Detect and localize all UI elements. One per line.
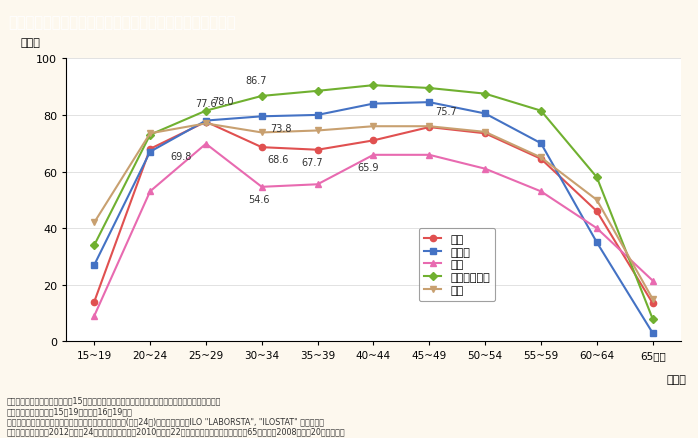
日本	[648, 301, 657, 306]
日本	[425, 125, 433, 131]
スウェーデン	[369, 83, 378, 88]
Text: 第１－２－３図　女性の年齢階級別労働力率（国際比較）: 第１－２－３図 女性の年齢階級別労働力率（国際比較）	[8, 15, 236, 31]
韓国	[593, 226, 601, 231]
スウェーデン	[90, 243, 98, 248]
日本	[313, 148, 322, 153]
スウェーデン	[202, 109, 210, 114]
日本	[90, 300, 98, 305]
韓国	[481, 167, 489, 172]
韓国	[369, 153, 378, 158]
ドイツ	[202, 119, 210, 124]
韓国	[146, 189, 154, 194]
米国	[90, 220, 98, 226]
韓国	[648, 278, 657, 283]
Text: 73.8: 73.8	[271, 124, 292, 134]
スウェーデン	[258, 94, 266, 99]
ドイツ	[593, 240, 601, 245]
米国	[369, 124, 378, 130]
スウェーデン	[146, 133, 154, 138]
Line: 日本: 日本	[91, 119, 655, 307]
米国	[313, 128, 322, 134]
Line: 米国: 米国	[91, 121, 655, 302]
ドイツ	[537, 141, 545, 146]
日本	[537, 157, 545, 162]
スウェーデン	[537, 109, 545, 114]
米国	[481, 130, 489, 135]
日本	[369, 138, 378, 144]
ドイツ	[425, 100, 433, 106]
日本	[481, 131, 489, 137]
Text: 67.7: 67.7	[302, 157, 322, 167]
Legend: 日本, ドイツ, 韓国, スウェーデン, 米国: 日本, ドイツ, 韓国, スウェーデン, 米国	[419, 229, 496, 301]
日本	[146, 147, 154, 152]
日本	[202, 120, 210, 125]
Text: 54.6: 54.6	[248, 194, 269, 205]
Text: （備考）１．「労働力率」は、15歳以上人口に占める労働力人口（就業者＋完全失業者）の割合。
　　　　２．米国の「15～19歳」は、16～19歳。
　　　　３．日: （備考）１．「労働力率」は、15歳以上人口に占める労働力人口（就業者＋完全失業者…	[7, 396, 346, 436]
Text: 65.9: 65.9	[357, 162, 378, 173]
ドイツ	[369, 102, 378, 107]
Line: スウェーデン: スウェーデン	[91, 83, 655, 322]
米国	[258, 131, 266, 136]
Text: （歳）: （歳）	[667, 374, 687, 384]
日本	[258, 145, 266, 151]
Text: 78.0: 78.0	[212, 97, 233, 107]
スウェーデン	[313, 89, 322, 94]
米国	[648, 297, 657, 302]
米国	[425, 124, 433, 130]
スウェーデン	[481, 92, 489, 97]
米国	[593, 198, 601, 203]
米国	[202, 121, 210, 127]
ドイツ	[648, 331, 657, 336]
ドイツ	[313, 113, 322, 118]
韓国	[537, 189, 545, 194]
ドイツ	[258, 114, 266, 120]
日本	[593, 209, 601, 214]
Text: 86.7: 86.7	[246, 75, 267, 85]
韓国	[90, 314, 98, 319]
Line: ドイツ: ドイツ	[91, 100, 655, 336]
Line: 韓国: 韓国	[91, 141, 655, 319]
ドイツ	[146, 150, 154, 155]
Text: 75.7: 75.7	[435, 106, 457, 117]
スウェーデン	[593, 175, 601, 180]
Text: （％）: （％）	[20, 38, 40, 48]
米国	[146, 131, 154, 137]
Text: 68.6: 68.6	[268, 155, 289, 165]
韓国	[258, 185, 266, 190]
Text: 69.8: 69.8	[170, 152, 191, 161]
ドイツ	[90, 263, 98, 268]
米国	[537, 155, 545, 161]
ドイツ	[481, 112, 489, 117]
韓国	[313, 182, 322, 187]
Text: 77.6: 77.6	[195, 98, 216, 108]
スウェーデン	[425, 86, 433, 92]
韓国	[202, 142, 210, 147]
スウェーデン	[648, 316, 657, 321]
韓国	[425, 153, 433, 158]
